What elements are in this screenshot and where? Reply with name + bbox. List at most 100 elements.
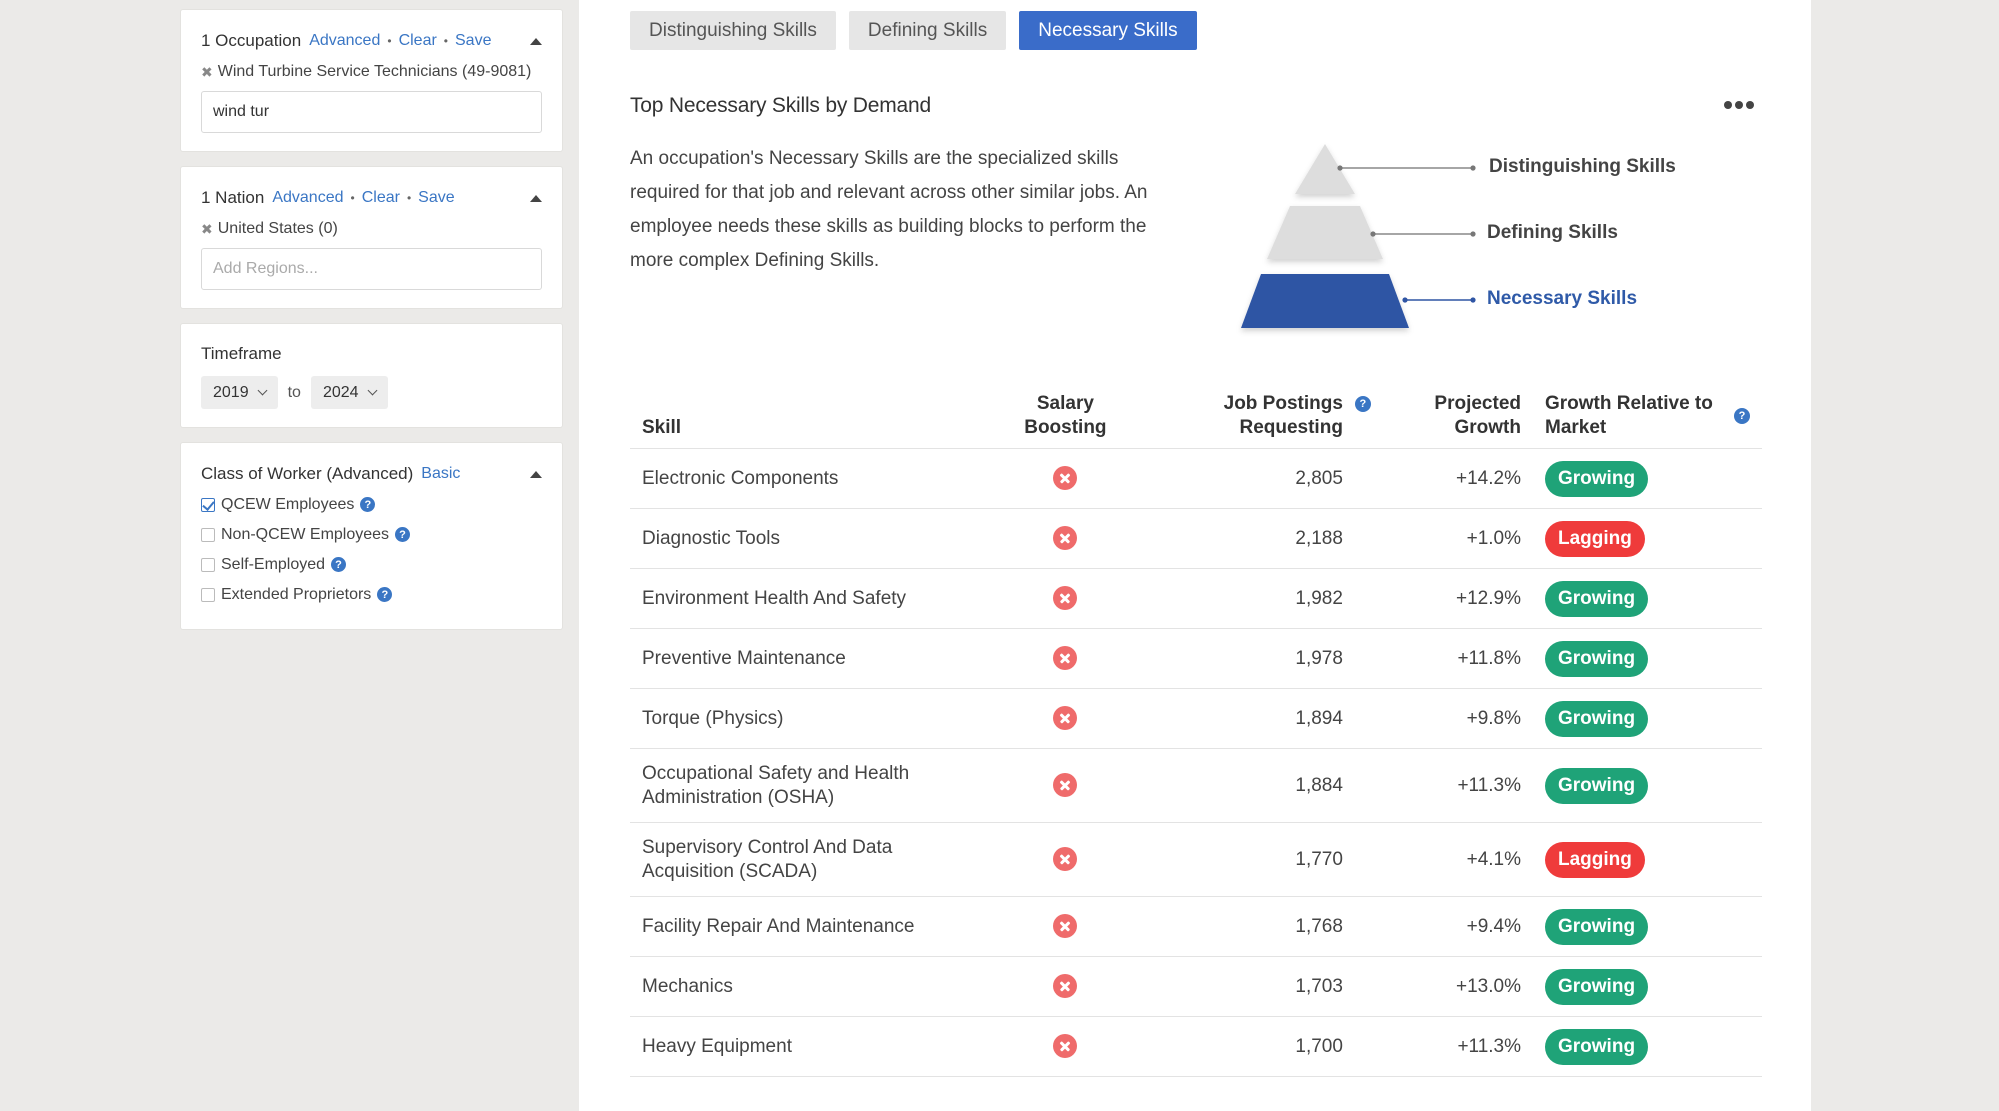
connector-dot (1470, 231, 1476, 237)
salary-boosting-cell (1008, 688, 1123, 749)
growth-relative-cell: Lagging (1533, 822, 1762, 897)
tab-distinguishing-skills[interactable]: Distinguishing Skills (630, 11, 836, 50)
table-row: Electronic Components 2,805 +14.2% Growing (630, 448, 1762, 509)
not-salary-boosting-icon (1053, 974, 1078, 999)
growth-status-badge: Growing (1545, 640, 1649, 677)
connector-dot (1337, 165, 1343, 171)
salary-boosting-cell (1008, 508, 1123, 569)
help-icon[interactable]: ? (1354, 396, 1371, 412)
skill-name-text: Torque (Physics) (642, 707, 784, 729)
column-header-projected-growth: Projected Growth (1354, 384, 1533, 449)
region-save-link[interactable]: Save (418, 189, 455, 206)
class-of-worker-basic-link[interactable]: Basic (421, 465, 461, 482)
main-panel: Distinguishing Skills Defining Skills Ne… (579, 0, 1811, 1111)
job-postings-cell: 1,978 (1122, 628, 1355, 689)
collapse-caret-icon[interactable] (530, 194, 542, 202)
growth-status-badge: Growing (1545, 908, 1649, 945)
region-search-input[interactable] (201, 248, 542, 290)
projected-growth-cell: +13.0% (1354, 956, 1533, 1017)
checkbox[interactable] (201, 497, 215, 512)
worker-option-label: Self-Employed (221, 555, 326, 573)
connector-dot (1370, 231, 1376, 237)
pyramid-label-necessary: Necessary Skills (1487, 288, 1638, 309)
checkbox[interactable] (201, 527, 215, 542)
job-postings-cell: 1,700 (1122, 1016, 1355, 1077)
occupation-clear-link[interactable]: Clear (398, 32, 437, 49)
class-of-worker-title: Class of Worker (Advanced) (201, 464, 414, 483)
job-postings-cell: 1,768 (1122, 896, 1355, 957)
selected-occupation-chip: ✖ Wind Turbine Service Technicians (49-9… (201, 63, 542, 81)
remove-x-icon[interactable]: ✖ (201, 220, 213, 237)
timeframe-to-select[interactable]: 2024 (310, 376, 388, 409)
chevron-down-icon (367, 385, 377, 396)
occupation-save-link[interactable]: Save (455, 32, 492, 49)
help-icon[interactable]: ? (1734, 408, 1750, 424)
not-salary-boosting-icon (1053, 914, 1078, 939)
skill-name-text: Supervisory Control And Data Acquisition… (642, 836, 893, 882)
worker-option-qcew[interactable]: QCEW Employees ? (201, 494, 542, 515)
growth-status-badge: Growing (1545, 580, 1649, 617)
table-row: Environment Health And Safety 1,982 +12.9%… (630, 568, 1762, 629)
skill-name: Supervisory Control And Data Acquisition… (630, 822, 1009, 897)
timeframe-from-value: 2019 (213, 383, 249, 401)
table-header-row: Skill Salary Boosting Job Postings Reque… (630, 384, 1762, 449)
not-salary-boosting-icon (1053, 1034, 1078, 1059)
job-postings-cell: 1,894 (1122, 688, 1355, 749)
skill-name-text: Electronic Components (642, 467, 839, 489)
projected-growth-cell: +1.0% (1354, 508, 1533, 569)
region-advanced-link[interactable]: Advanced (272, 189, 344, 206)
worker-option-self-employed[interactable]: Self-Employed ? (201, 554, 542, 575)
job-postings-cell: 1,703 (1122, 956, 1355, 1017)
tab-necessary-skills[interactable]: Necessary Skills (1019, 11, 1197, 50)
region-filter-card: 1 Nation Advanced • Clear • Save ✖ Unite… (181, 167, 562, 308)
help-icon[interactable]: ? (360, 497, 376, 512)
more-options-icon[interactable] (1724, 101, 1757, 109)
chevron-down-icon (257, 385, 268, 396)
region-clear-link[interactable]: Clear (361, 189, 400, 206)
remove-x-icon[interactable]: ✖ (201, 63, 213, 80)
checkbox[interactable] (201, 587, 215, 602)
column-header-growth-relative: Growth Relative to Market ? (1533, 384, 1762, 449)
section-title: Top Necessary Skills by Demand (630, 94, 931, 117)
collapse-caret-icon[interactable] (530, 37, 542, 45)
help-icon[interactable]: ? (395, 527, 411, 542)
connector-dot (1402, 297, 1408, 303)
projected-growth-cell: +11.3% (1354, 1016, 1533, 1077)
not-salary-boosting-icon (1053, 706, 1078, 731)
checkbox[interactable] (201, 557, 215, 572)
help-icon[interactable]: ? (331, 557, 347, 572)
occupation-search-input[interactable] (201, 91, 542, 133)
growth-relative-cell: Growing (1533, 748, 1762, 823)
salary-boosting-cell (1008, 448, 1123, 509)
tab-defining-skills[interactable]: Defining Skills (848, 11, 1007, 50)
not-salary-boosting-icon (1053, 526, 1078, 551)
worker-option-extended-proprietors[interactable]: Extended Proprietors ? (201, 584, 542, 605)
collapse-caret-icon[interactable] (530, 470, 542, 478)
timeframe-from-select[interactable]: 2019 (201, 376, 278, 409)
timeframe-label: Timeframe (201, 344, 282, 363)
occupation-filter-title: 1 Occupation (201, 31, 302, 50)
skill-name: Diagnostic Tools (630, 508, 1009, 569)
skill-name-text: Facility Repair And Maintenance (642, 915, 915, 937)
occupation-filter-card: 1 Occupation Advanced • Clear • Save ✖ W… (181, 10, 562, 151)
job-postings-cell: 2,805 (1122, 448, 1355, 509)
occupation-advanced-link[interactable]: Advanced (309, 32, 381, 49)
column-header-salary-boosting: Salary Boosting (1008, 384, 1123, 449)
projected-growth-cell: +12.9% (1354, 568, 1533, 629)
connector-dot (1470, 165, 1476, 171)
region-filter-title: 1 Nation (201, 188, 265, 207)
salary-boosting-cell (1008, 956, 1123, 1017)
worker-option-non-qcew[interactable]: Non-QCEW Employees ? (201, 524, 542, 545)
not-salary-boosting-icon (1053, 847, 1078, 872)
salary-boosting-cell (1008, 822, 1123, 897)
growth-status-badge: Growing (1545, 460, 1649, 497)
sidebar: 1 Occupation Advanced • Clear • Save ✖ W… (181, 10, 562, 645)
separator-dot: • (406, 191, 412, 205)
worker-option-label: QCEW Employees (221, 495, 355, 513)
column-header-growth-label: Projected Growth (1434, 393, 1521, 438)
table-row: Mechanics 1,703 +13.0% Growing (630, 956, 1762, 1017)
pyramid-label-defining: Defining Skills (1487, 222, 1618, 243)
help-icon[interactable]: ? (377, 587, 393, 602)
skill-name: Preventive Maintenance (630, 628, 1009, 689)
skills-table: Skill Salary Boosting Job Postings Reque… (630, 384, 1762, 1077)
